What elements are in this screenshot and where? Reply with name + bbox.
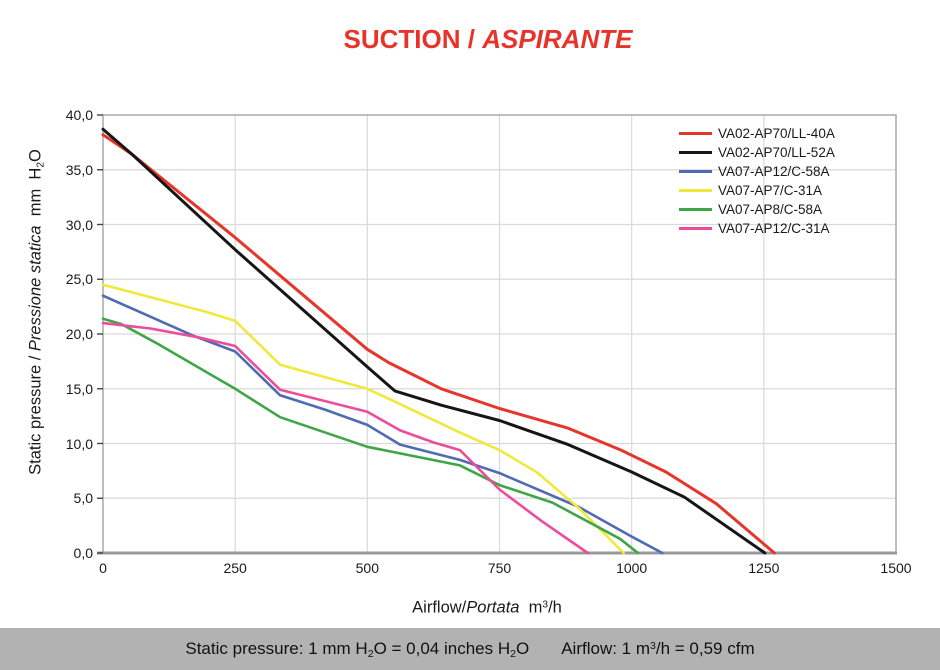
y-tick-label: 35,0 xyxy=(65,161,93,178)
x-axis-title: Airflow/Portata m3/h xyxy=(412,599,562,618)
legend-label: VA07-AP8/C-58A xyxy=(718,202,823,217)
title-part-english: SUCTION xyxy=(343,24,461,54)
legend-item: VA02-AP70/LL-40A xyxy=(679,124,835,143)
legend: VA02-AP70/LL-40A VA02-AP70/LL-52A VA07-AP1… xyxy=(679,124,835,238)
y-axis-title-italian: Pressione statica xyxy=(26,225,45,352)
series-line-VA07-AP7/C-31A xyxy=(101,283,626,555)
y-axis-title-english: Static pressure / xyxy=(26,351,45,475)
legend-swatch xyxy=(679,189,712,192)
legend-swatch xyxy=(679,132,712,135)
legend-swatch xyxy=(679,227,712,230)
series-line-VA02-AP70/LL-40A xyxy=(101,133,776,555)
legend-item: VA07-AP8/C-58A xyxy=(679,200,835,219)
footer-bar: Static pressure: 1 mm H2O = 0,04 inches … xyxy=(0,628,940,670)
legend-swatch xyxy=(679,170,712,173)
y-tick-label: 0,0 xyxy=(73,545,93,561)
y-tick-label: 10,0 xyxy=(65,435,93,452)
series-line-VA02-AP70/LL-52A xyxy=(101,127,767,555)
legend-swatch xyxy=(679,208,712,211)
series-line-VA07-AP12/C-58A xyxy=(101,294,664,555)
x-tick-label: 0 xyxy=(99,560,107,576)
x-axis-title-italian: Portata xyxy=(466,598,520,617)
y-tick-label: 15,0 xyxy=(65,380,93,397)
y-tick-label: 25,0 xyxy=(65,271,93,288)
legend-label: VA02-AP70/LL-40A xyxy=(718,126,835,141)
legend-item: VA07-AP7/C-31A xyxy=(679,181,835,200)
chart-title: SUCTION / ASPIRANTE xyxy=(0,24,940,55)
legend-label: VA07-AP12/C-58A xyxy=(718,164,830,179)
footer-conversion-pressure: Static pressure: 1 mm H2O = 0,04 inches … xyxy=(185,639,530,660)
series-line-VA07-AP12/C-31A xyxy=(101,321,590,555)
y-tick-label: 20,0 xyxy=(65,326,93,342)
series-line-VA07-AP8/C-58A xyxy=(101,317,640,555)
legend-label: VA02-AP70/LL-52A xyxy=(718,145,835,160)
legend-label: VA07-AP12/C-31A xyxy=(718,221,830,236)
x-tick-label: 1250 xyxy=(748,560,780,576)
x-axis-title-english: Airflow/ xyxy=(412,598,467,617)
legend-label: VA07-AP7/C-31A xyxy=(718,183,823,198)
title-part-italian: ASPIRANTE xyxy=(482,24,633,54)
y-tick-label: 30,0 xyxy=(65,216,93,233)
title-separator: / xyxy=(460,24,483,54)
y-tick-label: 5,0 xyxy=(73,490,93,507)
y-tick-label: 40,0 xyxy=(65,107,93,123)
x-tick-label: 500 xyxy=(355,560,380,576)
x-axis-title-unit: m3/h xyxy=(519,598,562,617)
x-tick-label: 250 xyxy=(223,560,247,576)
x-tick-label: 1500 xyxy=(880,560,912,576)
legend-item: VA07-AP12/C-31A xyxy=(679,219,835,238)
legend-item: VA02-AP70/LL-52A xyxy=(679,143,835,162)
x-tick-label: 1000 xyxy=(616,560,648,576)
legend-swatch xyxy=(679,151,712,154)
y-axis-title: Static pressure / Pressione statica mm H… xyxy=(26,149,47,475)
legend-item: VA07-AP12/C-58A xyxy=(679,162,835,181)
footer-conversion-airflow: Airflow: 1 m3/h = 0,59 cfm xyxy=(561,639,755,658)
x-tick-label: 750 xyxy=(487,560,512,576)
y-axis-title-unit: mm H2O xyxy=(26,149,47,226)
